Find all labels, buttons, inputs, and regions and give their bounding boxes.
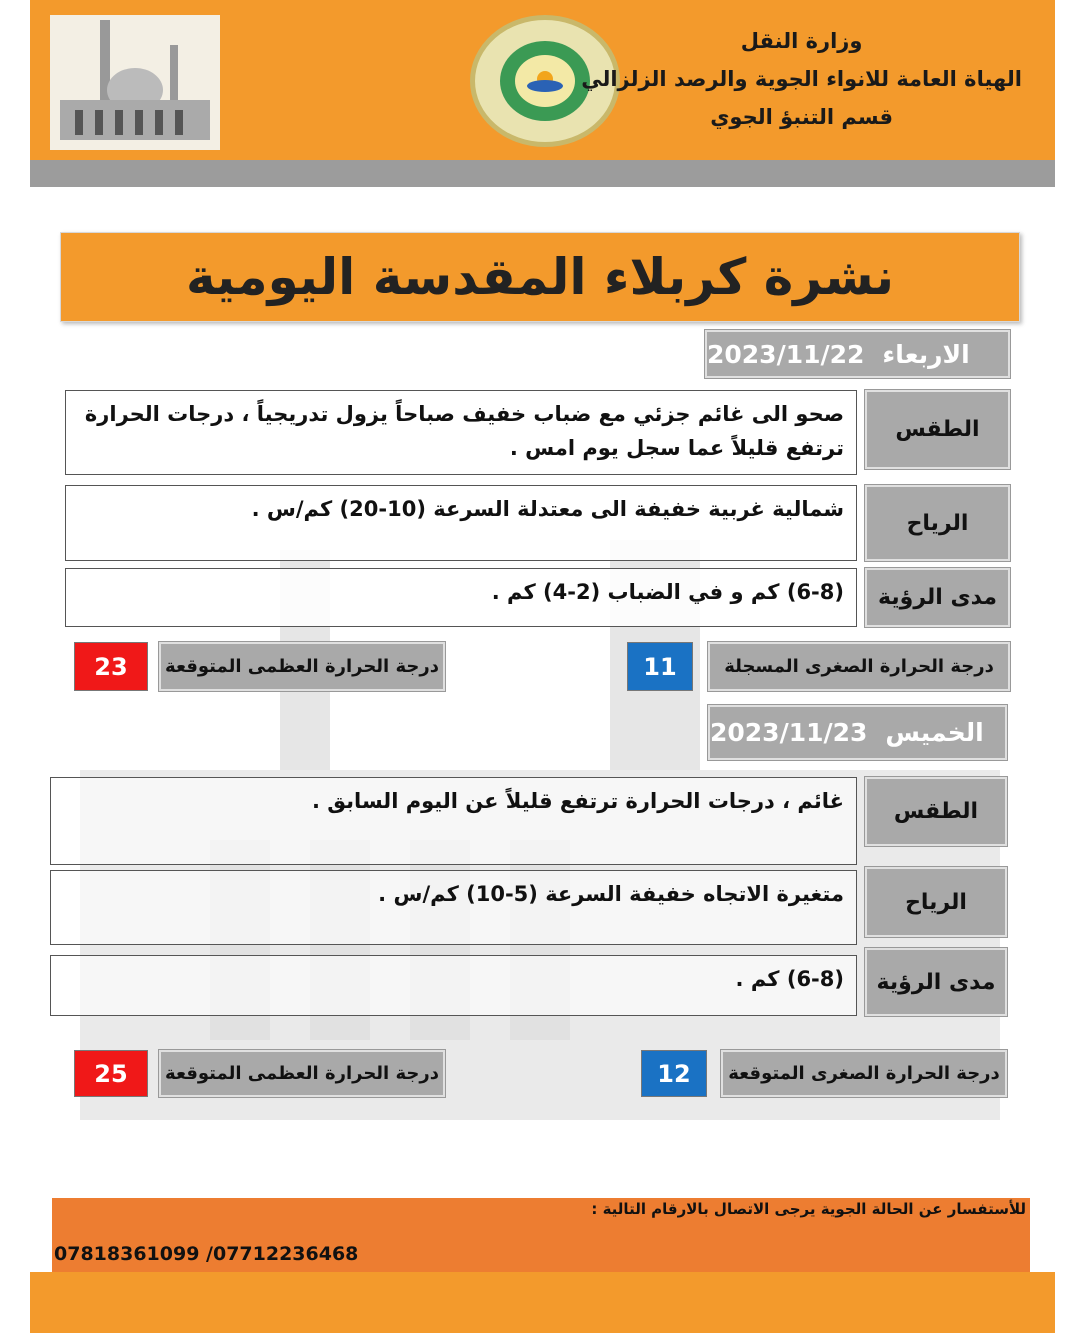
day2-min-label: درجة الحرارة الصغرى المتوقعة xyxy=(720,1049,1008,1098)
day2-weather-text: غائم ، درجات الحرارة ترتفع قليلاً عن الي… xyxy=(50,777,857,865)
day1-max-label: درجة الحرارة العظمى المتوقعة xyxy=(158,641,446,692)
day2-min-value: 12 xyxy=(641,1050,707,1097)
footer-inquiry-text: للأستفسار عن الحالة الجوية يرجى الاتصال … xyxy=(591,1200,1026,1218)
day1-date-box: الاربعاء 2023/11/22 xyxy=(704,329,1011,379)
day2-visibility-text: (6-8) كم . xyxy=(50,955,857,1016)
day1-wind-label: الرياح xyxy=(864,484,1011,562)
day1-visibility-label: مدى الرؤية xyxy=(864,567,1011,628)
day1-wind-text: شمالية غربية خفيفة الى معتدلة السرعة (10… xyxy=(65,485,857,561)
page-title: نشرة كربلاء المقدسة اليومية xyxy=(60,232,1020,322)
cloud-icon xyxy=(527,71,563,92)
day1-min-value: 11 xyxy=(627,642,693,691)
day1-weather-text: صحو الى غائم جزئي مع ضباب خفيف صباحاً يز… xyxy=(65,390,857,475)
day1-min-label: درجة الحرارة الصغرى المسجلة xyxy=(707,641,1011,692)
ministry-name: وزارة النقل xyxy=(740,29,863,53)
day1-visibility-text: (6-8) كم و في الضباب (2-4) كم . xyxy=(65,568,857,627)
bottom-band xyxy=(30,1272,1055,1333)
day2-date-box: الخميس 2023/11/23 xyxy=(707,704,1008,761)
day2-date: 2023/11/23 xyxy=(710,718,868,747)
day2-max-value: 25 xyxy=(74,1050,148,1097)
day1-date: 2023/11/22 xyxy=(707,339,865,369)
department-name: قسم التنبؤ الجوي xyxy=(710,105,893,129)
organization-logo xyxy=(470,15,620,147)
day2-wind-text: متغيرة الاتجاه خفيفة السرعة (5-10) كم/س … xyxy=(50,870,857,945)
day1-max-value: 23 xyxy=(74,642,148,691)
header-divider xyxy=(30,160,1055,187)
footer-phone-numbers: 07818361099 /07712236468 xyxy=(54,1243,359,1265)
day2-visibility-label: مدى الرؤية xyxy=(864,947,1008,1017)
day2-day-name: الخميس xyxy=(885,718,984,747)
footer-band xyxy=(52,1198,1030,1272)
header-text: وزارة النقل الهياة العامة للانواء الجوية… xyxy=(581,22,1022,136)
day1-weather-label: الطقس xyxy=(864,389,1011,470)
day2-wind-label: الرياح xyxy=(864,866,1008,938)
day2-weather-label: الطقس xyxy=(864,776,1008,847)
shrine-illustration xyxy=(50,15,220,150)
day2-max-label: درجة الحرارة العظمى المتوقعة xyxy=(158,1049,446,1098)
authority-name: الهياة العامة للانواء الجوية والرصد الزل… xyxy=(581,67,1022,91)
day1-day-name: الاربعاء xyxy=(882,339,970,369)
